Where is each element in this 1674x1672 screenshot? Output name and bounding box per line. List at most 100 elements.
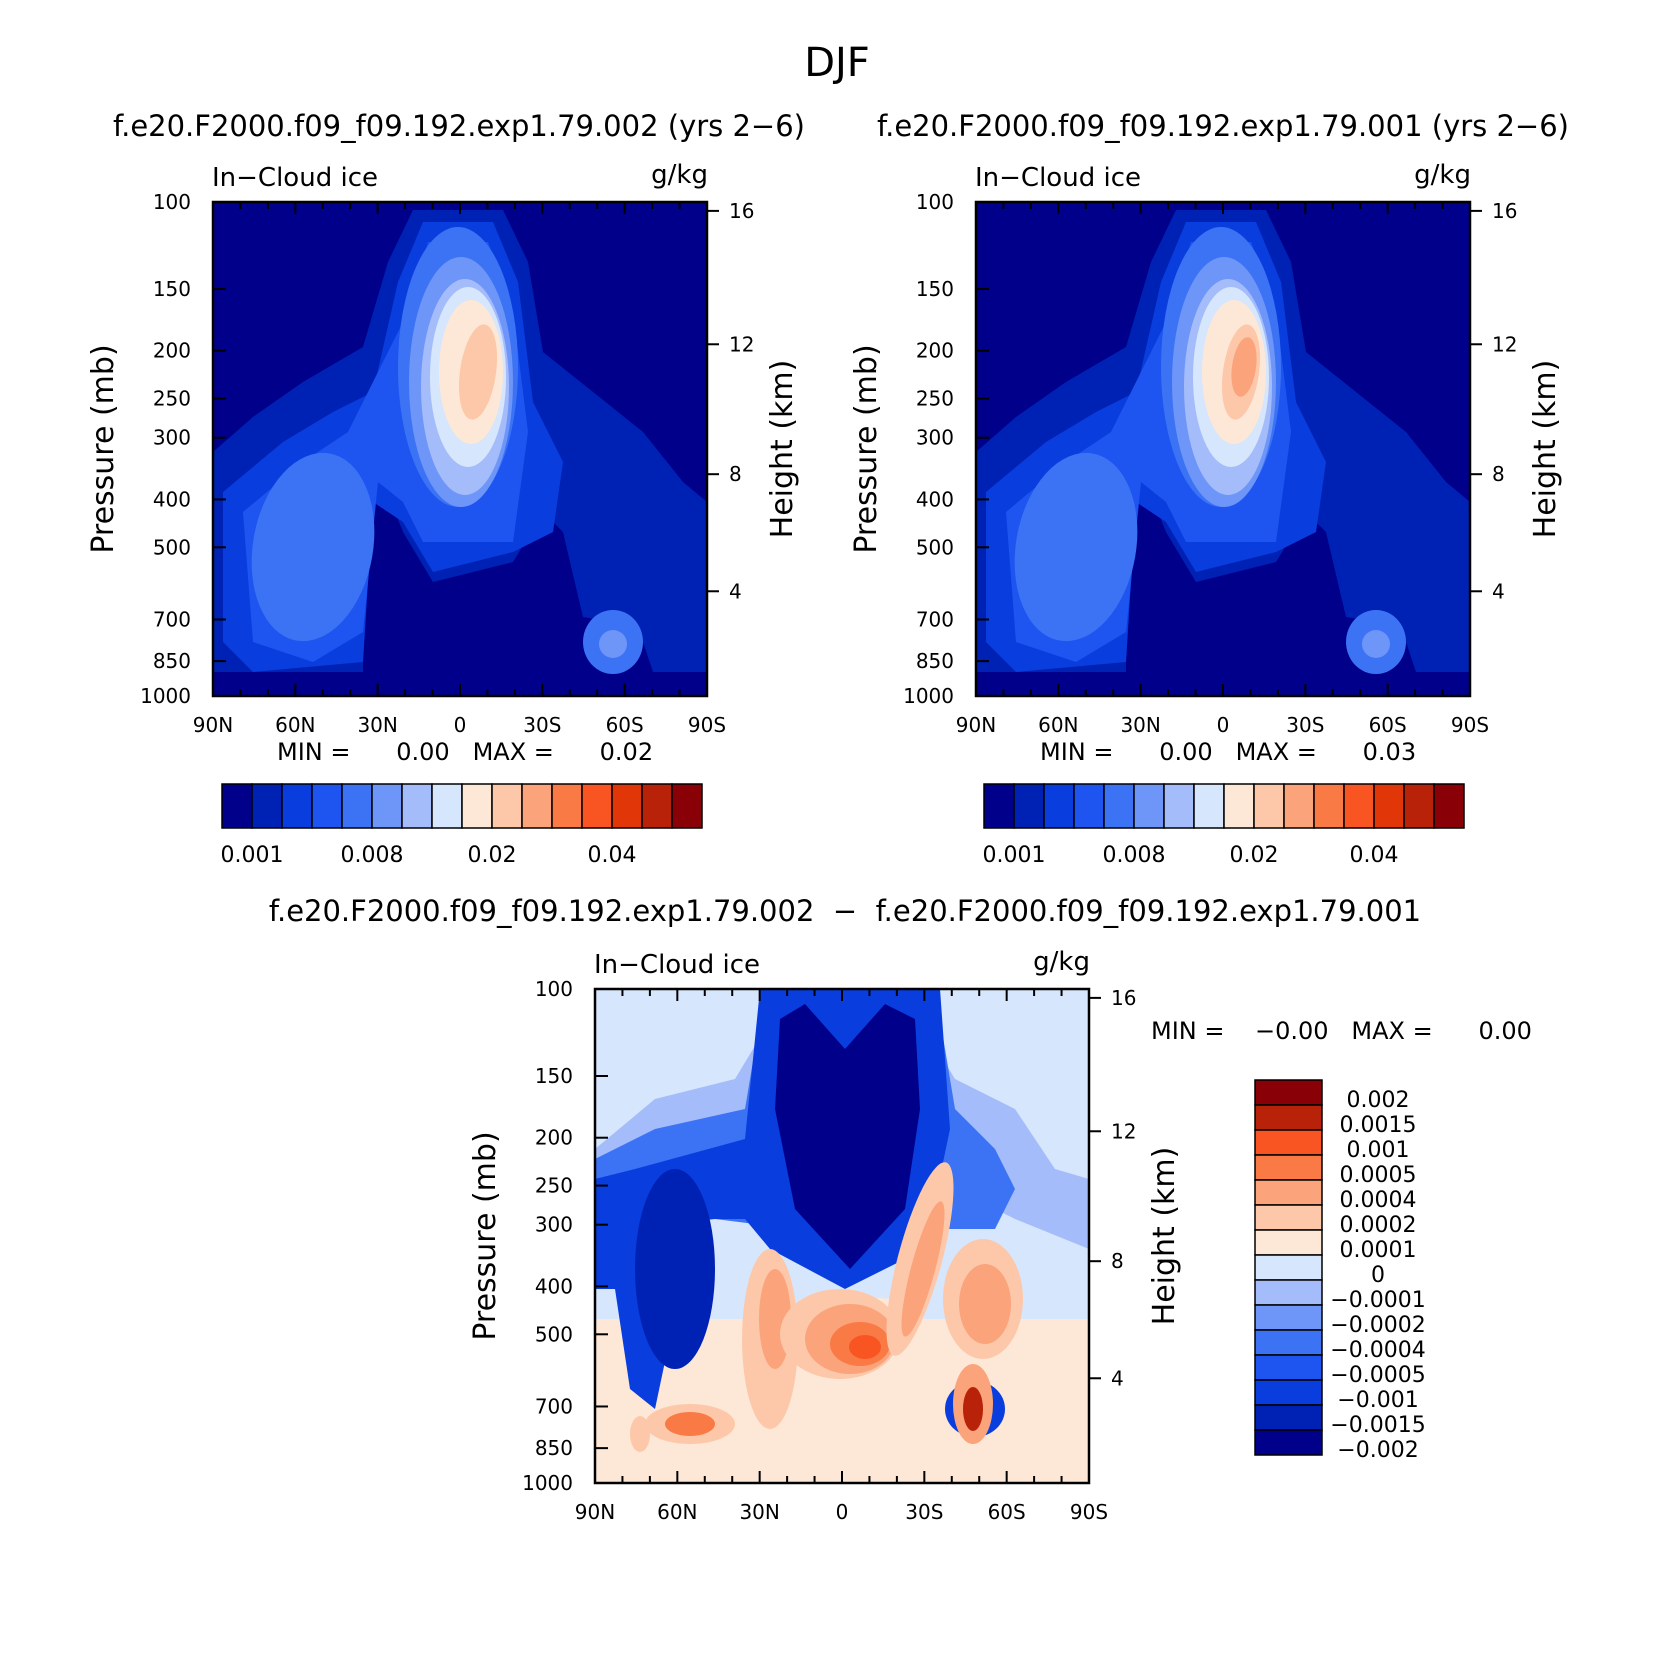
colorbar-diff: 0.0020.00150.0010.00050.00040.00020.0001…: [1254, 1079, 1426, 1463]
min-max-label: MIN = 0.00 MAX = 0.02: [277, 738, 653, 766]
pressure-tick-label: 500: [916, 535, 954, 559]
colorbar-swatch: [1254, 1179, 1323, 1206]
colorbar-swatch: [1254, 1254, 1323, 1281]
contour-blob: [665, 1412, 715, 1436]
lat-tick-label: 30S: [905, 1500, 943, 1524]
contour-blob: [901, 1201, 945, 1337]
colorbar-label: −0.0015: [1330, 1413, 1425, 1438]
colorbar-swatch: [1254, 1129, 1323, 1156]
lat-tick-label: 0: [1217, 713, 1230, 737]
lat-tick-label: 60S: [606, 713, 644, 737]
colorbar-swatch: [1433, 783, 1465, 829]
height-tick-label: 12: [1492, 332, 1517, 356]
lat-tick-label: 60S: [988, 1500, 1026, 1524]
colorbar-label: 0.02: [1230, 843, 1279, 868]
lat-tick-label: 90S: [688, 713, 726, 737]
colorbar-label: 0.0001: [1340, 1238, 1417, 1263]
lat-tick-label: 30N: [1120, 713, 1160, 737]
colorbar-swatch: [221, 783, 253, 829]
colorbar-swatch: [1254, 1104, 1323, 1131]
colorbar-swatch: [581, 783, 613, 829]
colorbar-swatch: [281, 783, 313, 829]
lat-tick-label: 30S: [523, 713, 561, 737]
pressure-tick-label: 100: [535, 977, 573, 1001]
colorbar-label: 0.001: [1347, 1138, 1410, 1163]
colorbar: 0.001 0.008 0.02 0.04: [221, 783, 703, 868]
height-axis-label: Height (km): [1147, 1147, 1182, 1326]
pressure-tick-label: 400: [153, 487, 191, 511]
colorbar-swatch: [1373, 783, 1405, 829]
colorbar-swatch: [611, 783, 643, 829]
contour-blob: [630, 1416, 650, 1452]
lat-tick-label: 90S: [1070, 1500, 1108, 1524]
pressure-tick-label: 850: [153, 649, 191, 673]
lat-tick-label: 30S: [1286, 713, 1324, 737]
colorbar-label: −0.001: [1337, 1388, 1418, 1413]
height-tick-label: 12: [1111, 1119, 1136, 1143]
lat-tick-label: 90N: [575, 1500, 615, 1524]
pressure-tick-label: 700: [153, 607, 191, 631]
contour-blob: [635, 1169, 715, 1369]
height-tick-label: 4: [729, 579, 742, 603]
contour-field: [213, 202, 707, 696]
colorbar-swatch: [1254, 1429, 1323, 1456]
pressure-tick-label: 300: [535, 1213, 573, 1237]
colorbar-swatch: [1254, 1079, 1323, 1106]
field-label: In−Cloud ice: [594, 950, 760, 980]
colorbar-label: 0: [1371, 1263, 1385, 1288]
colorbar-label: −0.0005: [1330, 1363, 1425, 1388]
contour-blob: [458, 324, 498, 420]
pressure-tick-label: 100: [153, 190, 191, 214]
colorbar: 0.001 0.008 0.02 0.04: [983, 783, 1465, 868]
height-axis-label: Height (km): [1528, 360, 1563, 539]
colorbar-label: 0.001: [221, 843, 284, 868]
colorbar-swatch: [1254, 1229, 1323, 1256]
colorbar-label: −0.002: [1337, 1438, 1418, 1463]
colorbar-swatch: [371, 783, 403, 829]
field-label: In−Cloud ice: [975, 163, 1141, 193]
colorbar-swatch: [1223, 783, 1255, 829]
colorbar-label: 0.0005: [1340, 1163, 1417, 1188]
min-max-label: MIN = 0.00 MAX = 0.03: [1040, 738, 1416, 766]
lat-tick-label: 90N: [956, 713, 996, 737]
colorbar-label: −0.0002: [1330, 1313, 1425, 1338]
units-label: g/kg: [1414, 160, 1471, 190]
colorbar-swatch: [461, 783, 493, 829]
pressure-axis-label: Pressure (mb): [849, 344, 884, 553]
contour-blob: [963, 1387, 983, 1431]
colorbar-swatch: [551, 783, 583, 829]
pressure-tick-label: 150: [153, 277, 191, 301]
contour-blob: [273, 497, 343, 637]
height-tick-label: 16: [1111, 986, 1136, 1010]
pressure-tick-label: 200: [916, 339, 954, 363]
colorbar-swatch: [521, 783, 553, 829]
colorbar-swatch: [1103, 783, 1135, 829]
colorbar-swatch: [1254, 1154, 1323, 1181]
contour-blob: [849, 1335, 881, 1359]
lat-tick-label: 60S: [1369, 713, 1407, 737]
colorbar-swatch: [1253, 783, 1285, 829]
colorbar-swatch: [983, 783, 1015, 829]
colorbar-swatch: [1283, 783, 1315, 829]
units-label: g/kg: [651, 160, 708, 190]
height-tick-label: 16: [729, 199, 754, 223]
lat-tick-label: 90N: [193, 713, 233, 737]
pressure-tick-label: 200: [535, 1126, 573, 1150]
panel-title: f.e20.F2000.f09_f09.192.exp1.79.002 (yrs…: [113, 109, 805, 143]
height-tick-label: 8: [729, 462, 742, 486]
pressure-tick-label: 250: [535, 1174, 573, 1198]
colorbar-swatch: [341, 783, 373, 829]
colorbar-label: 0.008: [341, 843, 404, 868]
pressure-tick-label: 1000: [522, 1471, 573, 1495]
height-tick-label: 4: [1111, 1366, 1124, 1390]
pressure-tick-label: 500: [535, 1322, 573, 1346]
colorbar-label: −0.0001: [1330, 1288, 1425, 1313]
contour-field: [595, 989, 1089, 1483]
colorbar-swatch: [1254, 1279, 1323, 1306]
lat-tick-label: 90S: [1451, 713, 1489, 737]
pressure-tick-label: 850: [916, 649, 954, 673]
colorbar-label: 0.002: [1347, 1088, 1410, 1113]
